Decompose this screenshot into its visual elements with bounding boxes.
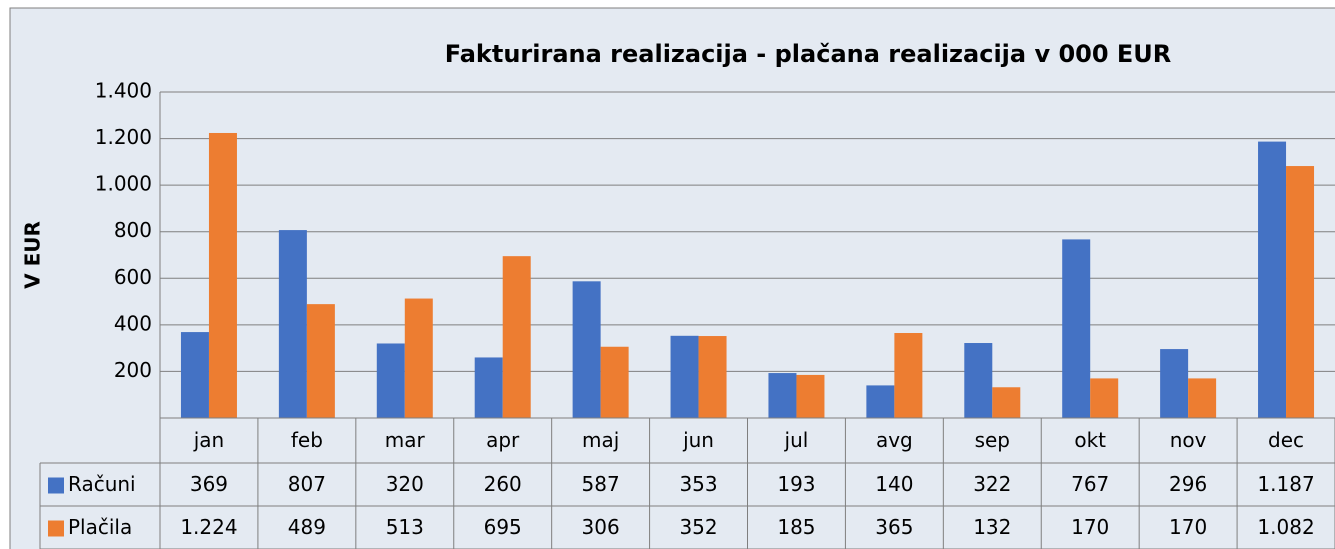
bar xyxy=(992,387,1021,418)
bar xyxy=(768,373,797,418)
data-table-cell: 185 xyxy=(777,515,815,539)
data-table-cell: 1.082 xyxy=(1257,515,1314,539)
bar xyxy=(376,343,405,418)
data-table-cell: 513 xyxy=(386,515,424,539)
data-table-cell: 170 xyxy=(1071,515,1109,539)
x-tick-label: apr xyxy=(486,428,520,452)
bar xyxy=(208,132,237,419)
x-tick-label: mar xyxy=(385,428,426,452)
bar xyxy=(1062,239,1091,418)
bar xyxy=(502,256,531,418)
y-tick-label: 1.400 xyxy=(95,79,152,103)
data-table-cell: 306 xyxy=(582,515,620,539)
data-table-cell: 767 xyxy=(1071,472,1109,496)
y-tick-label: 200 xyxy=(114,358,152,382)
y-tick-label: 800 xyxy=(114,218,152,242)
bar xyxy=(894,333,923,418)
data-table-cell: 695 xyxy=(484,515,522,539)
data-table-cell: 352 xyxy=(679,515,717,539)
data-table-cell: 322 xyxy=(973,472,1011,496)
y-tick-label: 1.000 xyxy=(95,172,152,196)
data-table-cell: 260 xyxy=(484,472,522,496)
data-table-cell: 807 xyxy=(288,472,326,496)
legend-swatch xyxy=(48,477,64,494)
data-table-cell: 296 xyxy=(1169,472,1207,496)
legend-label: Računi xyxy=(68,472,136,496)
data-table-cell: 365 xyxy=(875,515,913,539)
x-tick-label: maj xyxy=(582,428,619,452)
bar xyxy=(306,304,335,418)
chart-title: Fakturirana realizacija - plačana realiz… xyxy=(445,40,1172,68)
x-tick-label: jul xyxy=(784,428,809,452)
y-axis-label: V EUR xyxy=(21,221,45,289)
data-table-cell: 140 xyxy=(875,472,913,496)
bar xyxy=(180,332,209,418)
legend-swatch xyxy=(48,520,64,537)
y-tick-label: 400 xyxy=(114,311,152,335)
x-tick-label: nov xyxy=(1170,428,1207,452)
data-table-cell: 489 xyxy=(288,515,326,539)
bar xyxy=(796,374,825,418)
bar xyxy=(278,230,307,418)
bar xyxy=(670,335,699,418)
bar xyxy=(964,343,993,418)
bar xyxy=(866,385,895,418)
data-table-cell: 369 xyxy=(190,472,228,496)
y-tick-label: 600 xyxy=(114,265,152,289)
x-tick-label: feb xyxy=(291,428,323,452)
bar xyxy=(1160,349,1189,418)
data-table-cell: 193 xyxy=(777,472,815,496)
bar xyxy=(600,346,629,418)
bar xyxy=(1188,378,1217,418)
data-table-cell: 1.224 xyxy=(180,515,237,539)
x-tick-label: jun xyxy=(682,428,714,452)
bar xyxy=(1258,141,1287,418)
data-table-cell: 1.187 xyxy=(1257,472,1314,496)
y-tick-label: 1.200 xyxy=(95,125,152,149)
data-table-cell: 170 xyxy=(1169,515,1207,539)
bar xyxy=(698,336,727,418)
x-tick-label: sep xyxy=(975,428,1010,452)
x-tick-label: okt xyxy=(1074,428,1106,452)
data-table-cell: 320 xyxy=(386,472,424,496)
bar xyxy=(474,357,503,418)
data-table-cell: 132 xyxy=(973,515,1011,539)
legend-label: Plačila xyxy=(68,515,132,539)
x-tick-label: dec xyxy=(1268,428,1304,452)
x-tick-label: jan xyxy=(193,428,225,452)
bar xyxy=(572,281,601,418)
bar xyxy=(1090,378,1119,418)
bar xyxy=(1286,166,1315,418)
data-table-cell: 353 xyxy=(679,472,717,496)
bar xyxy=(404,298,433,418)
data-table-cell: 587 xyxy=(582,472,620,496)
x-tick-label: avg xyxy=(876,428,913,452)
